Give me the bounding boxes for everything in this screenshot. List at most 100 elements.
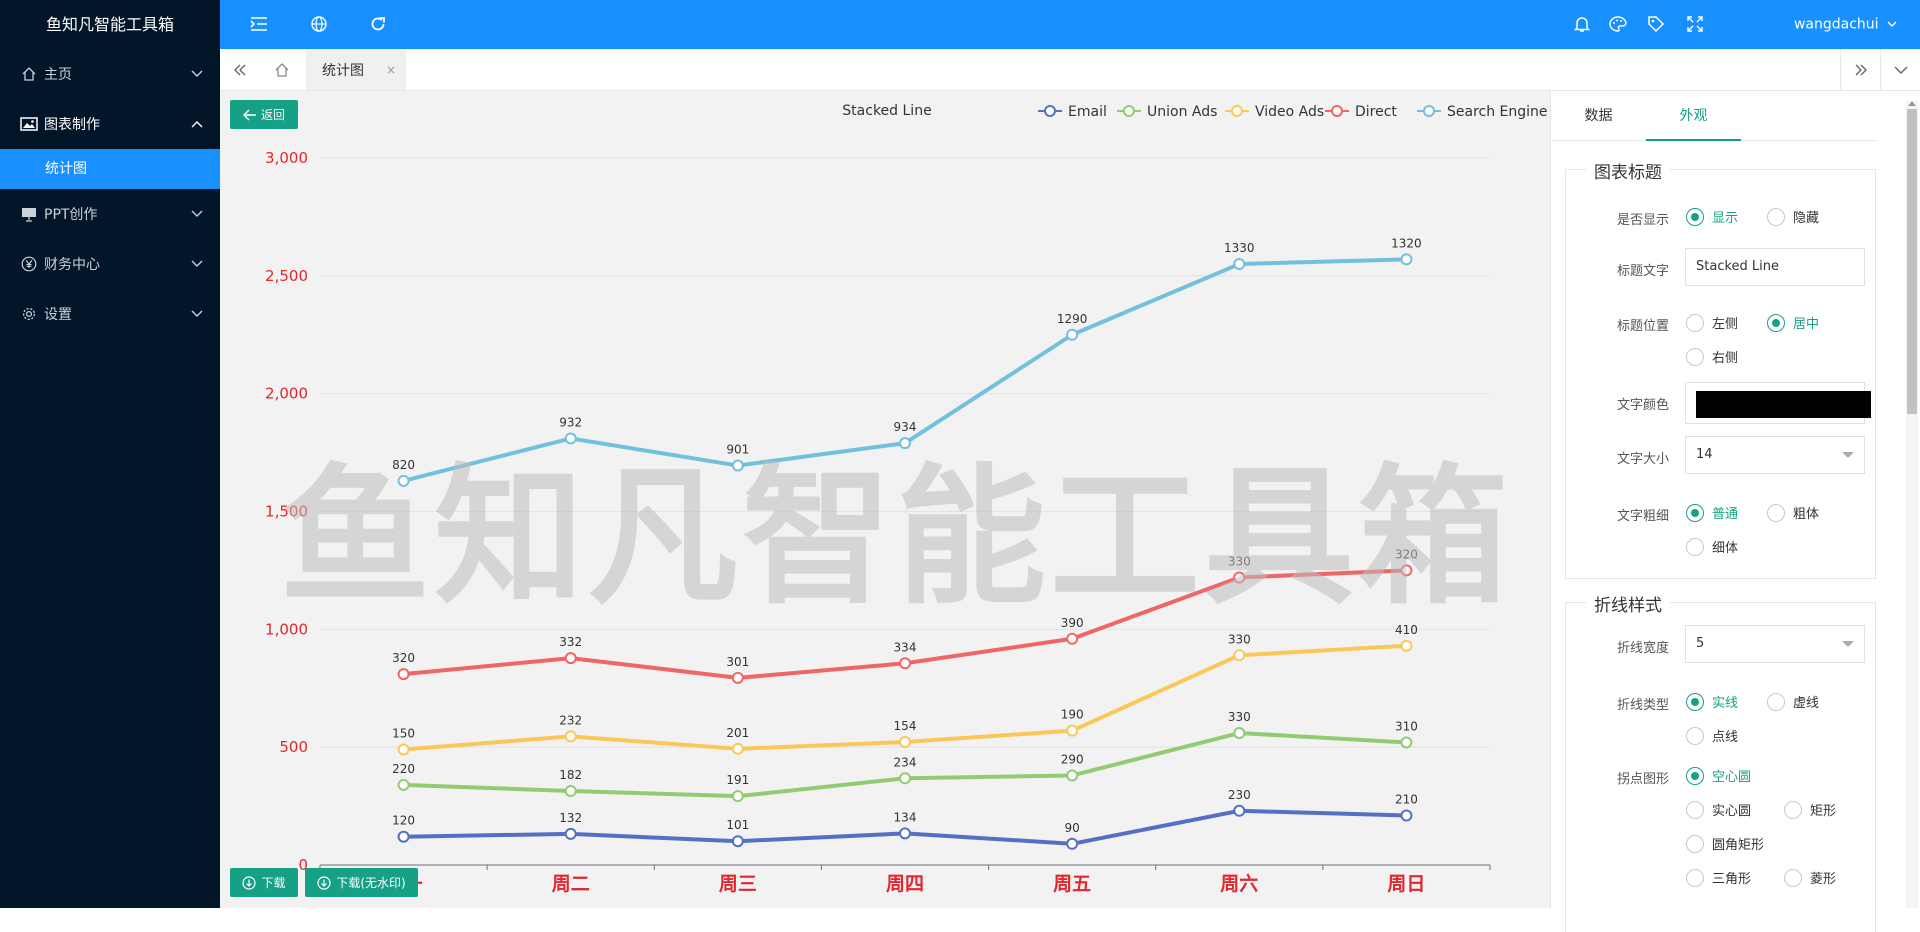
- radio-rect[interactable]: 矩形: [1784, 800, 1836, 819]
- data-label: 1330: [1224, 241, 1255, 255]
- caret-down-icon: [1842, 452, 1854, 458]
- legend-label: Direct: [1355, 104, 1397, 120]
- image-icon: [20, 115, 38, 133]
- field-label: 标题位置: [1616, 319, 1669, 334]
- data-label: 210: [1395, 793, 1418, 807]
- radio-solid[interactable]: 实线: [1686, 692, 1738, 711]
- field-label: 拐点图形: [1616, 772, 1669, 787]
- sidebar-item-charts[interactable]: 图表制作: [0, 99, 220, 149]
- data-point: [397, 743, 410, 756]
- data-label: 90: [1065, 821, 1080, 835]
- data-point: [899, 657, 911, 670]
- double-chevron-right-icon[interactable]: [1840, 49, 1880, 90]
- panel-tabs: 数据 外观: [1551, 91, 1876, 141]
- download-icon: [317, 875, 331, 890]
- settings-panel: 数据 外观 图表标题 是否显示 显示 隐藏 标题文字 Stacked Line …: [1550, 91, 1920, 932]
- scroll-up-icon[interactable]: [1908, 101, 1916, 106]
- sidebar-item-ppt[interactable]: PPT创作: [0, 189, 220, 239]
- radio-label: 菱形: [1810, 872, 1837, 887]
- radio-show[interactable]: 显示: [1686, 207, 1738, 226]
- panel-scrollbar[interactable]: [1906, 101, 1918, 908]
- data-point: [1233, 649, 1246, 662]
- radio-center[interactable]: 居中: [1767, 313, 1819, 332]
- radio-left[interactable]: 左侧: [1686, 313, 1738, 332]
- sidebar-item-settings[interactable]: 设置: [0, 289, 220, 339]
- show-title-row: 是否显示 显示 隐藏: [1566, 202, 1877, 232]
- radio-diamond[interactable]: 菱形: [1784, 868, 1836, 887]
- data-point: [1400, 564, 1413, 577]
- field-label: 折线类型: [1616, 698, 1669, 713]
- tab-stats-chart[interactable]: 统计图 ×: [306, 49, 406, 90]
- data-label: 201: [726, 726, 749, 740]
- radio-empty-circle[interactable]: 空心圆: [1686, 766, 1751, 785]
- chevron-down-icon: [190, 307, 204, 321]
- bell-icon[interactable]: [1570, 12, 1594, 36]
- radio-right[interactable]: 右侧: [1686, 347, 1738, 366]
- field-label: 是否显示: [1616, 213, 1669, 228]
- sidebar-item-home[interactable]: 主页: [0, 49, 220, 99]
- data-label: 390: [1061, 616, 1084, 630]
- double-chevron-left-icon[interactable]: [220, 49, 260, 90]
- title-weight-row: 文字粗细 普通 粗体 细体: [1566, 498, 1877, 558]
- fullscreen-icon[interactable]: [1683, 12, 1707, 36]
- radio-label: 圆角矩形: [1712, 838, 1765, 853]
- radio-label: 实心圆: [1712, 804, 1752, 819]
- radio-normal[interactable]: 普通: [1686, 503, 1738, 522]
- radio-light[interactable]: 细体: [1686, 537, 1738, 556]
- user-menu[interactable]: wangdachui: [1794, 0, 1897, 49]
- y-tick-label: 2,000: [265, 385, 308, 403]
- data-point: [1066, 632, 1079, 645]
- data-point: [1400, 253, 1413, 266]
- tab-appearance[interactable]: 外观: [1646, 91, 1741, 141]
- sidebar-item-finance[interactable]: 财务中心: [0, 239, 220, 289]
- data-label: 134: [894, 810, 917, 824]
- title-size-select[interactable]: 14: [1685, 436, 1865, 474]
- title-color-row: 文字颜色: [1566, 382, 1877, 424]
- download-no-watermark-button[interactable]: 下载(无水印): [305, 868, 418, 897]
- radio-bold[interactable]: 粗体: [1767, 503, 1819, 522]
- radio-triangle[interactable]: 三角形: [1686, 868, 1751, 887]
- radio-hide[interactable]: 隐藏: [1767, 207, 1819, 226]
- tag-icon[interactable]: [1644, 12, 1668, 36]
- scroll-thumb[interactable]: [1907, 109, 1917, 414]
- select-value: 5: [1696, 636, 1705, 651]
- back-button[interactable]: 返回: [230, 100, 298, 129]
- data-label: 132: [559, 811, 582, 825]
- username: wangdachui: [1793, 16, 1879, 33]
- tab-data[interactable]: 数据: [1584, 108, 1613, 124]
- title-size-row: 文字大小 14: [1566, 436, 1877, 476]
- title-settings-group: 图表标题 是否显示 显示 隐藏 标题文字 Stacked Line 标题位置 左…: [1565, 158, 1877, 579]
- sidebar-item-label: 设置: [44, 307, 72, 323]
- palette-icon[interactable]: [1606, 12, 1630, 36]
- radio-dashed[interactable]: 虚线: [1767, 692, 1819, 711]
- chart-title: Stacked Line: [842, 103, 931, 119]
- line-width-select[interactable]: 5: [1685, 625, 1865, 663]
- title-color-picker[interactable]: [1685, 382, 1871, 424]
- chevron-down-icon[interactable]: [1880, 49, 1920, 90]
- data-point: [564, 432, 577, 445]
- color-swatch: [1696, 391, 1871, 418]
- refresh-icon[interactable]: [366, 12, 390, 36]
- gear-icon: [20, 305, 38, 323]
- data-point: [1233, 804, 1246, 817]
- home-tab-icon[interactable]: [262, 49, 302, 90]
- title-text-input[interactable]: Stacked Line: [1685, 248, 1865, 286]
- sidebar-subitem-stats-chart[interactable]: 统计图: [0, 149, 220, 189]
- y-tick-label: 0: [298, 856, 308, 874]
- data-label: 120: [392, 814, 415, 828]
- radio-round-rect[interactable]: 圆角矩形: [1686, 834, 1764, 853]
- data-label: 934: [894, 420, 917, 434]
- radio-circle[interactable]: 实心圆: [1686, 800, 1751, 819]
- legend-label: Video Ads: [1255, 104, 1324, 120]
- close-icon[interactable]: ×: [386, 62, 397, 77]
- data-label: 820: [392, 458, 415, 472]
- radio-label: 实线: [1712, 696, 1739, 711]
- download-button[interactable]: 下载: [230, 868, 298, 897]
- globe-icon[interactable]: [307, 12, 331, 36]
- menu-fold-icon[interactable]: [247, 12, 271, 36]
- data-label: 320: [392, 651, 415, 665]
- radio-dotted[interactable]: 点线: [1686, 726, 1738, 745]
- data-label: 230: [1228, 788, 1251, 802]
- radio-label: 空心圆: [1712, 770, 1752, 785]
